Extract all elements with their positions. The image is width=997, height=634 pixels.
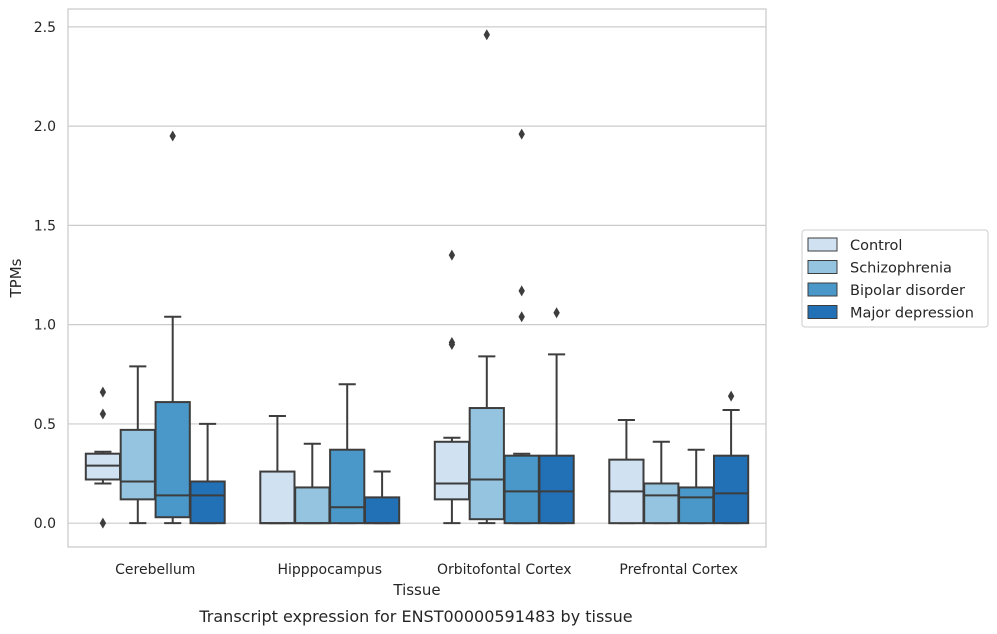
box-body: [468, 407, 505, 521]
box-0-3: [189, 422, 226, 525]
box-body: [643, 482, 680, 525]
outlier-point: [448, 339, 456, 351]
x-tick-labels: Cerebellum Hipppocampus Orbitofontal Corte…: [115, 562, 738, 578]
plot-frame: [67, 8, 767, 548]
box-0-2: [154, 130, 191, 525]
legend: Control Schizophrenia Bipolar disorder Majo…: [801, 229, 989, 328]
outlier-point: [99, 408, 107, 420]
y-tick-label: 0.5: [34, 417, 56, 433]
x-tick-label: Hipppocampus: [277, 562, 382, 578]
x-axis-title: Tissue: [392, 581, 440, 599]
x-tick-label: Prefrontal Cortex: [619, 562, 738, 578]
y-tick-label: 1.5: [34, 218, 56, 234]
box-body: [154, 401, 191, 519]
outlier-point: [483, 29, 490, 41]
x-tick-label: Cerebellum: [115, 562, 195, 578]
legend-label: Major depression: [850, 306, 974, 322]
box-3-3: [712, 390, 750, 525]
box-3-2: [678, 448, 715, 525]
box-body: [189, 480, 226, 525]
box-3-0: [608, 418, 645, 525]
box-2-2: [503, 128, 540, 525]
y-axis-title: TPMs: [7, 258, 25, 298]
box-2-0: [433, 249, 471, 525]
box-body: [259, 470, 296, 525]
legend-swatch: [807, 237, 838, 252]
y-tick-label: 2.0: [34, 119, 56, 135]
box-body: [503, 454, 540, 525]
box-body: [538, 454, 575, 525]
box-body: [329, 448, 366, 525]
box-body: [678, 486, 715, 525]
x-tick-label: Orbitofontal Cortex: [437, 562, 572, 578]
chart-caption: Transcript expression for ENST0000059148…: [198, 607, 632, 626]
outlier-point: [518, 311, 525, 323]
box-body: [294, 486, 331, 525]
outlier-point: [727, 390, 735, 402]
box-plots: [84, 29, 750, 529]
outlier-point: [553, 307, 560, 319]
box-2-1: [468, 29, 505, 525]
legend-swatch: [807, 260, 838, 274]
outlier-point: [518, 285, 525, 297]
outlier-point: [448, 249, 456, 261]
outlier-point: [518, 128, 525, 140]
y-tick-label: 0.0: [34, 516, 56, 532]
legend-label: Bipolar disorder: [850, 283, 965, 299]
box-1-2: [329, 383, 366, 525]
y-tick-label: 2.5: [34, 20, 56, 36]
outlier-point: [99, 517, 107, 529]
y-tick-label: 1.0: [34, 318, 56, 334]
legend-frame: [801, 229, 989, 328]
box-2-3: [538, 307, 575, 525]
legend-label: Control: [850, 238, 902, 254]
legend-swatch: [807, 305, 838, 319]
y-tick-labels: 0.0 0.5 1.0 1.5 2.0 2.5: [34, 20, 56, 532]
box-3-1: [643, 440, 680, 525]
outlier-point: [169, 130, 176, 142]
legend-swatch: [807, 282, 838, 297]
box-body: [433, 440, 471, 501]
box-1-3: [363, 470, 401, 525]
box-body: [712, 454, 750, 525]
box-body: [119, 428, 156, 501]
outlier-point: [99, 386, 107, 398]
box-1-0: [259, 414, 296, 525]
box-0-0: [84, 386, 122, 529]
box-1-1: [294, 442, 331, 525]
box-body: [363, 496, 401, 525]
legend-label: Schizophrenia: [850, 261, 952, 277]
